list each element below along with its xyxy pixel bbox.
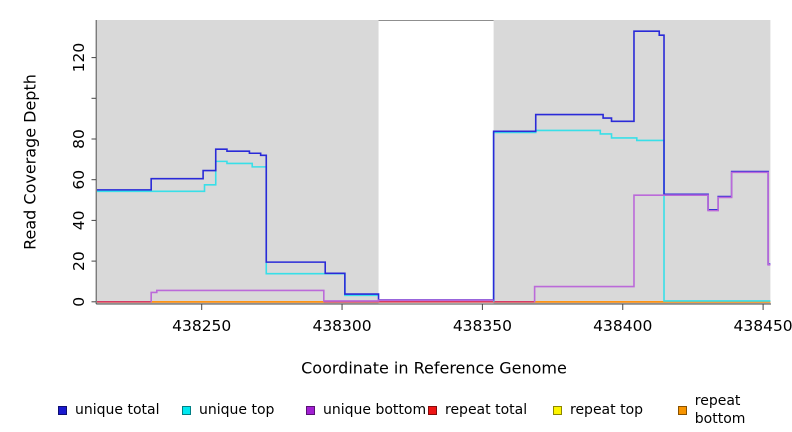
y-tick-label-120: 120 xyxy=(70,43,88,73)
gray-region-right xyxy=(493,20,771,304)
y-tick-label-20: 20 xyxy=(70,251,88,271)
legend-label-unique-bottom: unique bottom xyxy=(323,402,427,418)
series-line-unique-bottom xyxy=(150,171,771,303)
legend: unique total unique top unique bottom repea… xyxy=(0,393,792,427)
x-axis-title: Coordinate in Reference Genome xyxy=(301,358,567,378)
legend-swatch-repeat-bottom xyxy=(678,405,687,415)
legend-item-unique-total: unique total xyxy=(58,401,159,419)
legend-label-repeat-top: repeat top xyxy=(570,402,644,418)
x-tick-label-438300: 438300 xyxy=(312,317,371,335)
x-tick-label-438450: 438450 xyxy=(734,317,792,335)
legend-item-repeat-bottom: repeat bottom xyxy=(678,393,792,427)
legend-item-unique-bottom: unique bottom xyxy=(306,401,426,419)
legend-item-repeat-top: repeat top xyxy=(553,401,643,419)
legend-label-repeat-bottom: repeat bottom xyxy=(694,393,746,427)
x-tick-label-438350: 438350 xyxy=(453,317,512,335)
legend-label-unique-top: unique top xyxy=(199,402,275,418)
y-axis-title: Read Coverage Depth xyxy=(20,74,40,250)
y-tick-label-60: 60 xyxy=(70,170,88,190)
y-tick-label-80: 80 xyxy=(70,129,88,149)
legend-swatch-unique-top xyxy=(182,405,191,415)
legend-item-repeat-total: repeat total xyxy=(428,401,527,419)
legend-swatch-repeat-total xyxy=(428,405,437,415)
legend-swatch-repeat-top xyxy=(553,405,562,415)
x-tick-label-438250: 438250 xyxy=(172,317,231,335)
y-tick-label-40: 40 xyxy=(70,211,88,231)
y-tick-label-0: 0 xyxy=(70,297,88,307)
legend-label-repeat-total: repeat total xyxy=(445,402,528,418)
legend-label-unique-total: unique total xyxy=(75,402,160,418)
legend-item-unique-top: unique top xyxy=(182,401,274,419)
x-tick-label-438400: 438400 xyxy=(593,317,652,335)
legend-swatch-unique-bottom xyxy=(306,405,315,415)
gray-region-left xyxy=(97,20,379,304)
legend-swatch-unique-total xyxy=(58,405,67,415)
